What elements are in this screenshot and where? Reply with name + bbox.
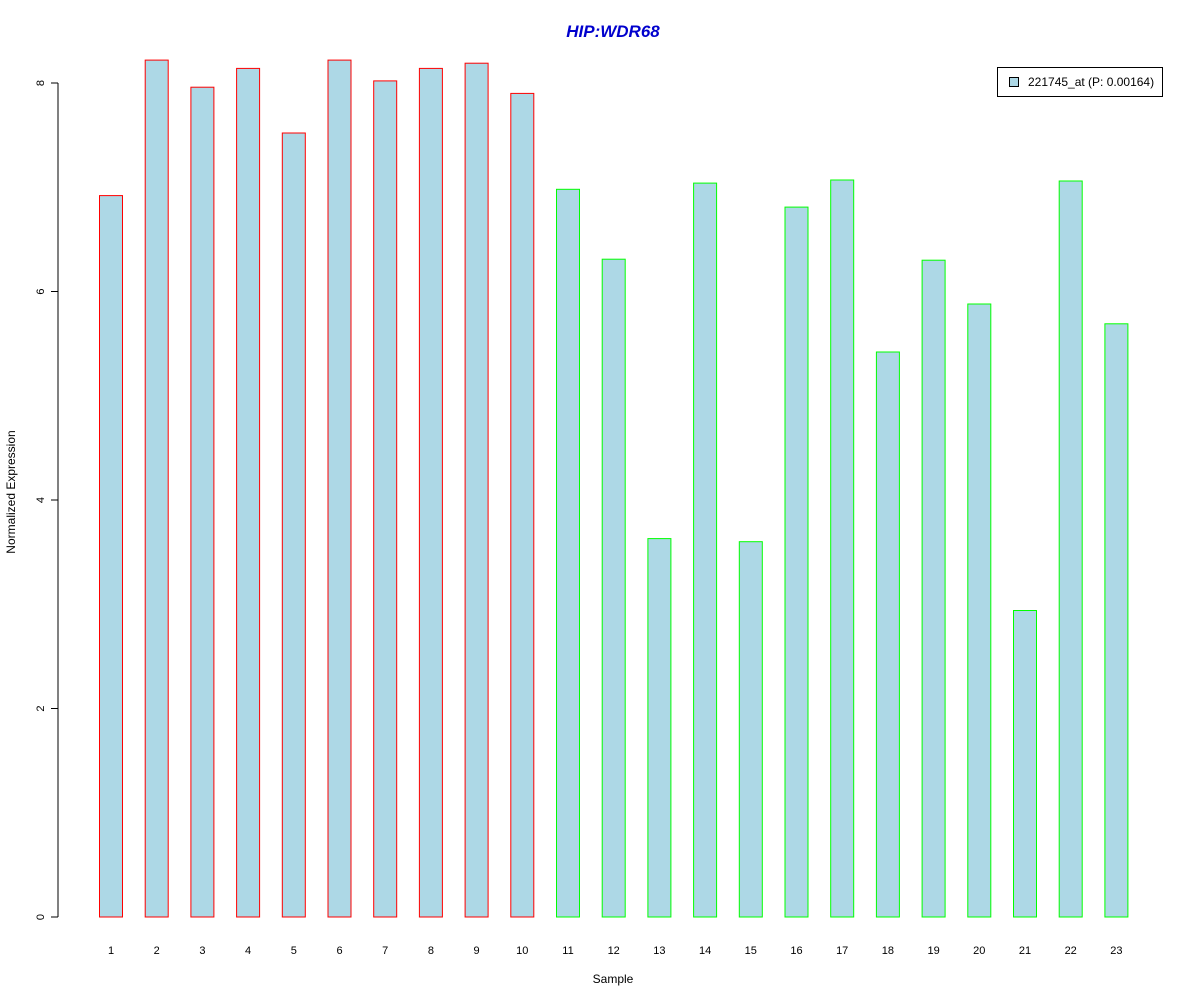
bar-sample-15 [738, 541, 763, 918]
y-axis-label: Normalized Expression [4, 430, 18, 553]
y-axis-tick-label: 2 [35, 705, 47, 711]
y-axis: 0 2 4 6 8 [35, 80, 59, 920]
x-axis-tick-label: 6 [336, 945, 342, 957]
x-axis-tick-label: 8 [428, 945, 434, 957]
bar-sample-8 [418, 67, 443, 918]
x-axis-tick-label: 23 [1110, 945, 1122, 957]
bar-sample-1 [99, 195, 123, 918]
bar-sample-5 [281, 132, 306, 918]
bar-sample-16 [784, 206, 809, 918]
bar-sample-20 [967, 303, 992, 918]
bar-sample-23 [1104, 323, 1129, 918]
legend-box [997, 67, 1163, 97]
bar-sample-3 [190, 86, 215, 918]
bar-sample-18 [875, 351, 900, 918]
x-axis-tick-label: 22 [1065, 945, 1077, 957]
bars [99, 59, 1129, 918]
y-axis-tick-label: 8 [35, 80, 47, 86]
x-axis-tick-label: 7 [382, 945, 388, 957]
legend-label: 221745_at (P: 0.00164) [1028, 75, 1154, 89]
bar-sample-7 [373, 80, 398, 918]
x-axis-tick-label: 1 [108, 945, 114, 957]
x-axis-tick-label: 18 [882, 945, 894, 957]
bar-sample-14 [693, 182, 718, 918]
bar-sample-19 [921, 259, 946, 918]
x-axis-tick-label: 2 [154, 945, 160, 957]
bar-sample-21 [1013, 610, 1037, 918]
x-axis-tick-label: 12 [608, 945, 620, 957]
bar-sample-9 [464, 62, 489, 918]
bar-sample-13 [647, 538, 672, 918]
bar-sample-11 [556, 188, 580, 918]
legend-swatch [1009, 77, 1019, 87]
x-axis-tick-label: 3 [199, 945, 205, 957]
bar-sample-17 [830, 179, 855, 918]
bar-sample-12 [601, 258, 626, 918]
x-axis-tick-label: 11 [562, 945, 573, 957]
bar-sample-22 [1058, 180, 1083, 918]
x-axis-tick-label: 16 [790, 945, 802, 957]
y-axis-tick-label: 6 [35, 288, 47, 294]
y-axis-tick-label: 0 [35, 914, 47, 920]
x-axis-tick-label: 15 [745, 945, 757, 957]
x-axis-tick-label: 9 [474, 945, 480, 957]
x-axis-label: Sample [593, 972, 634, 986]
y-axis-tick-label: 4 [35, 497, 47, 503]
x-axis-tick-label: 20 [973, 945, 985, 957]
x-axis-tick-label: 21 [1019, 945, 1031, 957]
bar-sample-10 [510, 92, 535, 918]
x-axis-tick-label: 4 [245, 945, 251, 957]
x-axis-tick-label: 19 [927, 945, 939, 957]
x-axis-tick-label: 5 [291, 945, 297, 957]
bar-sample-4 [236, 67, 261, 918]
x-axis-tick-label: 14 [699, 945, 711, 957]
x-axis-tick-label: 10 [516, 945, 528, 957]
bar-sample-6 [327, 59, 352, 918]
legend: 221745_at (P: 0.00164) [997, 67, 1163, 97]
x-axis-tick-label: 13 [653, 945, 665, 957]
x-axis-tick-label: 17 [836, 945, 848, 957]
x-axis-tick-labels: 1 2 3 4 5 6 7 8 9 10 11 12 13 14 15 16 17 18 19 20 21 22 23 [108, 945, 1123, 957]
bar-sample-2 [144, 59, 169, 918]
chart-title: HIP:WDR68 [566, 22, 660, 41]
